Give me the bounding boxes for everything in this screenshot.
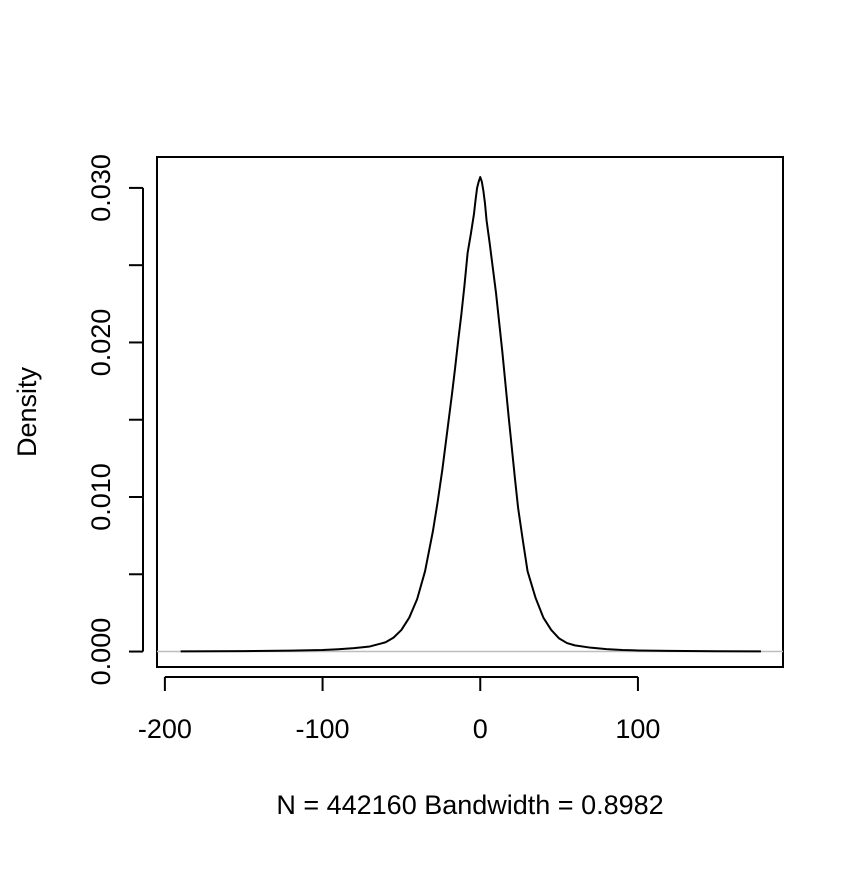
y-axis-label: Density — [12, 366, 42, 457]
x-tick-label: -200 — [138, 714, 192, 744]
x-axis: -200 -100 0 100 — [138, 676, 660, 744]
y-tick-label: 0.010 — [86, 463, 116, 531]
y-tick-label: 0.020 — [86, 309, 116, 377]
plot-frame — [156, 156, 784, 668]
x-tick-label: -100 — [296, 714, 350, 744]
y-axis: 0.000 0.010 0.020 0.030 — [86, 154, 144, 686]
y-tick-label: 0.030 — [86, 154, 116, 222]
x-tick-label: 100 — [615, 714, 660, 744]
x-axis-label: N = 442160 Bandwidth = 0.8982 — [276, 790, 663, 820]
y-tick-label: 0.000 — [86, 618, 116, 686]
x-tick-label: 0 — [473, 714, 488, 744]
density-curve — [180, 176, 761, 653]
